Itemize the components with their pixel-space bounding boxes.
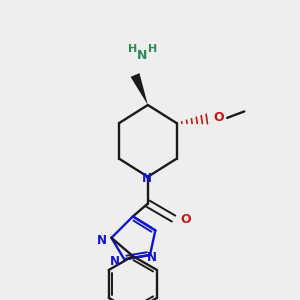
- Text: N: N: [110, 255, 120, 268]
- Text: O: O: [180, 213, 191, 226]
- Text: O: O: [213, 111, 224, 124]
- Text: H: H: [148, 44, 157, 54]
- Text: N: N: [147, 250, 157, 264]
- Polygon shape: [130, 73, 148, 105]
- Text: N: N: [142, 172, 152, 185]
- Text: N: N: [137, 49, 148, 62]
- Text: N: N: [97, 233, 107, 247]
- Text: H: H: [128, 44, 137, 54]
